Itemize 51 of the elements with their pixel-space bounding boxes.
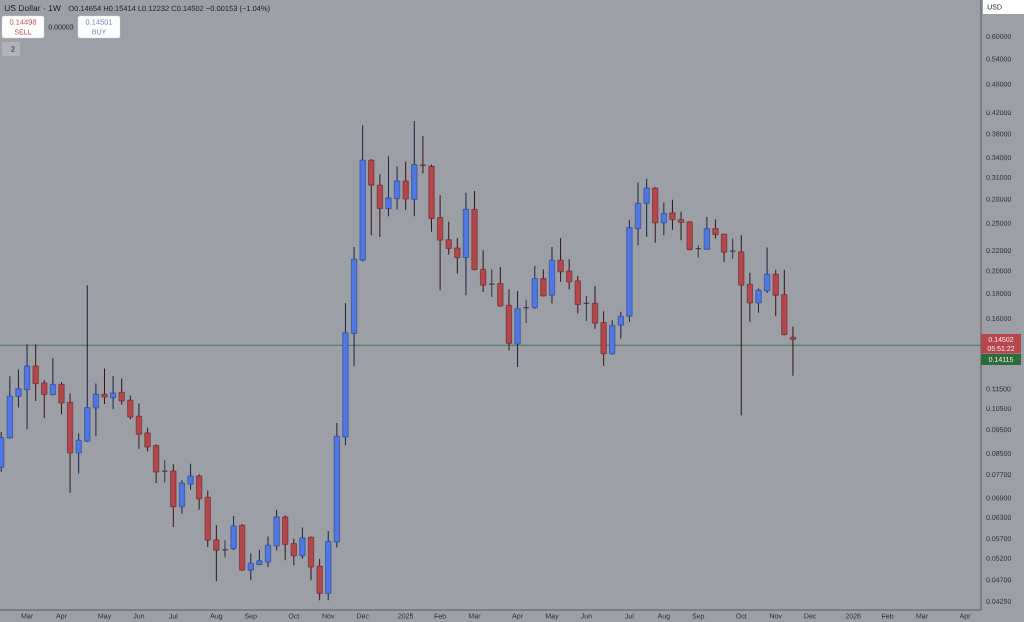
- candlestick: [92, 383, 99, 437]
- candlestick: [643, 178, 650, 238]
- candlestick: [187, 463, 194, 491]
- candlestick: [24, 343, 31, 430]
- candlestick: [678, 211, 685, 241]
- candlestick: [729, 238, 736, 260]
- candlestick: [497, 266, 504, 307]
- candlestick: [15, 369, 22, 409]
- candlestick: [712, 218, 719, 240]
- candlestick: [445, 221, 452, 256]
- candlestick: [755, 288, 762, 314]
- candlestick: [385, 155, 392, 217]
- candlestick: [75, 433, 82, 474]
- candlestick: [746, 272, 753, 323]
- candlestick: [592, 285, 599, 330]
- candlestick: [402, 161, 409, 211]
- candlestick: [58, 381, 65, 415]
- candlestick: [437, 194, 444, 291]
- candlestick: [376, 173, 383, 238]
- candlestick: [419, 135, 426, 174]
- candlestick: [789, 325, 796, 377]
- candlestick: [127, 395, 134, 421]
- candlestick: [118, 378, 125, 406]
- candlestick: [110, 375, 117, 410]
- candlestick: [178, 479, 185, 515]
- candlestick: [772, 269, 779, 317]
- candlestick: [230, 515, 237, 551]
- candlestick: [660, 201, 667, 236]
- candlestick: [213, 524, 220, 582]
- candlestick: [221, 539, 228, 558]
- candlestick: [299, 526, 306, 560]
- candlestick: [394, 165, 401, 211]
- candlestick: [764, 247, 771, 294]
- candlestick: [617, 311, 624, 340]
- candlestick: [557, 237, 564, 283]
- candlestick: [49, 357, 56, 396]
- candlestick: [135, 403, 142, 450]
- candlestick: [454, 237, 461, 274]
- candlestick: [540, 268, 547, 297]
- candlestick: [721, 233, 728, 263]
- candlestick: [703, 216, 710, 251]
- chart-title: US Dollar · 1W: [4, 4, 61, 12]
- candlestick: [480, 249, 487, 293]
- candlestick: [669, 199, 676, 231]
- candlestick: [41, 379, 48, 419]
- candlestick: [101, 368, 108, 405]
- candlestick: [144, 427, 151, 452]
- candlestick: [32, 343, 39, 402]
- candlestick: [523, 299, 530, 324]
- candlestick: [265, 535, 271, 568]
- candlestick: [247, 552, 254, 581]
